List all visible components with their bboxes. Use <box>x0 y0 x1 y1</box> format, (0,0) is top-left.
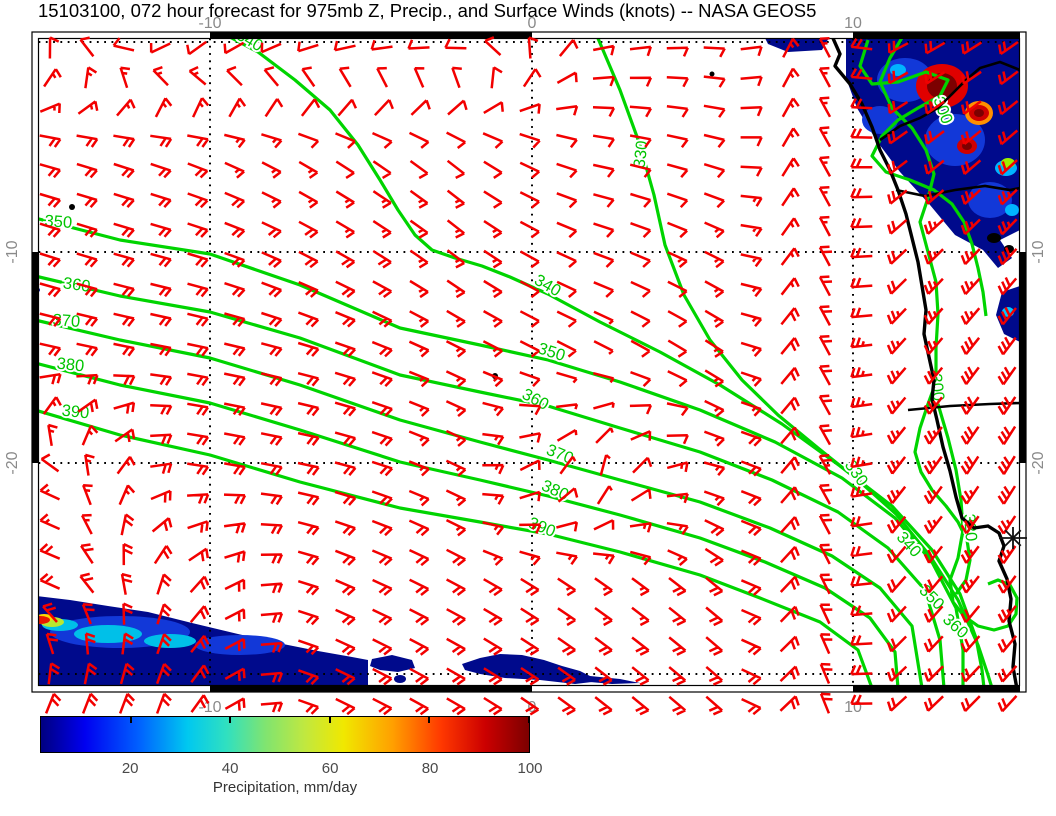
frame-black-segment <box>1019 252 1026 463</box>
axis-labels: -10 0 10-10 0 10-10-20-10-20 <box>4 15 1047 716</box>
precip-shape <box>1005 204 1019 216</box>
country-border <box>879 60 1020 142</box>
asterisk-marker <box>999 527 1027 549</box>
contour-line-390 <box>38 409 873 686</box>
colorbar-tick <box>229 717 232 723</box>
contour-label: 370 <box>52 311 81 331</box>
contour-label: 340 <box>531 271 564 300</box>
precip-shape <box>974 109 984 117</box>
colorbar-gradient <box>40 716 530 753</box>
axis-tick-label: -20 <box>1030 451 1047 474</box>
station-marker <box>999 527 1027 549</box>
frame-black-segment <box>210 685 532 692</box>
island-dot <box>709 71 715 77</box>
colorbar-tick <box>428 717 431 723</box>
axis-tick-label: -10 <box>198 15 221 32</box>
contour-line-340 <box>229 38 986 686</box>
colorbar-tick-label: 80 <box>421 760 439 777</box>
axis-tick-label: 0 <box>528 15 537 32</box>
frame-black-segment <box>32 252 39 463</box>
precip-shape <box>462 654 592 684</box>
lake <box>987 233 1001 243</box>
contour-line-360 <box>38 275 946 686</box>
wind-barbs <box>39 36 1019 716</box>
contour-line-300 <box>878 38 972 595</box>
colorbar-tick-label: 60 <box>321 760 339 777</box>
contour-label: 360 <box>519 385 552 414</box>
frame-black-segment <box>853 685 1020 692</box>
precip-shape <box>370 655 415 672</box>
island-dot <box>69 204 75 210</box>
axis-tick-label: -10 <box>1030 240 1047 263</box>
map-frame <box>31 31 1027 693</box>
precip-shape <box>590 676 640 684</box>
colorbar-tick <box>328 717 331 723</box>
contour-label: 380 <box>56 355 85 376</box>
coastline <box>831 38 1019 686</box>
axis-tick-label: -10 <box>4 240 21 263</box>
coastline-layer <box>69 38 1020 686</box>
colorbar-tick <box>129 717 132 723</box>
country-border <box>907 401 1020 412</box>
gridlines <box>38 38 1020 686</box>
precipitation-layer <box>38 38 1020 686</box>
precip-shape <box>74 625 142 643</box>
colorbar-tick-label: 40 <box>221 760 239 777</box>
contour-line-350 <box>38 217 965 686</box>
country-border <box>895 184 1020 198</box>
figure-title: 15103100, 072 hour forecast for 975mb Z,… <box>38 0 817 21</box>
axis-tick-label: -20 <box>4 451 21 474</box>
axis-tick-label: -10 <box>198 699 221 716</box>
contour-label: 300 <box>926 373 947 403</box>
precip-shape <box>394 675 406 683</box>
colorbar-tick-label: 100 <box>517 760 543 777</box>
colorbar-tick <box>528 717 530 723</box>
frame-black-segment <box>853 32 1020 39</box>
contour-label: 370 <box>544 441 576 468</box>
axis-tick-label: 10 <box>844 15 862 32</box>
contour-label: 390 <box>61 402 90 423</box>
wind-barb-layer <box>39 36 1019 716</box>
precip-shape <box>38 616 50 624</box>
frame-inner <box>37 37 1021 687</box>
frame-black-segment <box>210 32 532 39</box>
colorbar-title: Precipitation, mm/day <box>212 779 358 796</box>
colorbar-tick-label: 20 <box>121 760 139 777</box>
